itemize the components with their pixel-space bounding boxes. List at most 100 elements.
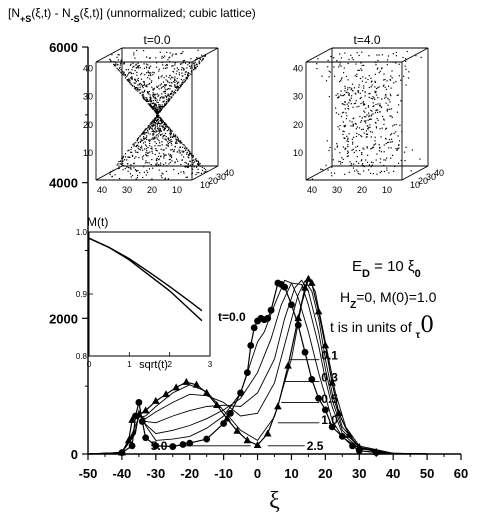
cube-point	[191, 155, 193, 157]
cube-edge	[401, 47, 429, 63]
data-point-circle	[301, 348, 309, 356]
cube-point	[120, 163, 122, 165]
cube-point	[167, 99, 169, 101]
cube-point	[158, 105, 161, 108]
cube-point	[155, 106, 157, 108]
cube-point	[187, 64, 189, 66]
cube-point	[397, 135, 399, 137]
cube-point	[143, 132, 145, 134]
cube-point	[383, 123, 385, 125]
cube-point	[193, 62, 195, 65]
cube-point	[366, 136, 368, 138]
cube-point	[150, 164, 152, 166]
cube-point	[152, 137, 154, 139]
cube-point	[360, 135, 362, 137]
cube-point	[358, 54, 360, 57]
cube-point	[153, 95, 155, 98]
cube-point	[383, 159, 385, 161]
cube-point	[140, 78, 143, 80]
cube-point	[170, 138, 172, 141]
cube-point	[155, 110, 157, 112]
cube-point	[370, 161, 372, 163]
cube-point	[173, 151, 175, 153]
cube-point	[161, 55, 163, 58]
cube-point	[362, 165, 364, 167]
data-point-triangle	[345, 430, 353, 438]
cube-point	[149, 133, 151, 135]
cube-point	[361, 159, 363, 161]
cube-point	[348, 58, 350, 61]
cube-point	[154, 137, 156, 139]
cube-point	[155, 108, 157, 110]
cube-point	[366, 114, 368, 116]
cube-point	[176, 67, 178, 69]
cube-point	[347, 138, 349, 141]
cube-point	[160, 87, 162, 89]
cube-point	[109, 58, 111, 60]
cube-point	[181, 52, 183, 54]
cube-point	[384, 97, 386, 99]
cube-point	[164, 138, 166, 140]
cube-point	[145, 154, 147, 156]
cube-z-tick-label: 40	[83, 64, 93, 74]
cube-point	[124, 159, 126, 161]
cube-point	[362, 163, 364, 165]
cube-point	[187, 166, 190, 168]
cube-point	[118, 67, 121, 69]
cube-point	[153, 118, 156, 120]
cube-point	[346, 135, 348, 137]
cube-point	[176, 142, 178, 144]
cube-point	[333, 66, 335, 68]
cube-point	[179, 142, 181, 144]
cube-point	[159, 107, 161, 109]
cube-point	[158, 77, 160, 80]
cube-point	[165, 138, 167, 140]
cube-point	[386, 109, 388, 111]
cube-point	[376, 173, 378, 175]
cube-point	[136, 139, 138, 142]
cube-point	[139, 82, 141, 84]
data-point-circle	[247, 342, 255, 349]
cube-point	[184, 161, 186, 164]
cube-point	[129, 80, 131, 82]
cube-point	[377, 97, 379, 99]
cube-point	[326, 140, 328, 142]
cube-point	[138, 89, 140, 91]
cube-point	[161, 133, 163, 135]
cube-point	[180, 140, 182, 142]
cube-point	[164, 127, 166, 129]
cube-point	[130, 63, 132, 65]
cube-point	[157, 115, 160, 117]
cube-point	[198, 61, 200, 63]
cube-point	[160, 130, 162, 132]
cube-point	[355, 128, 357, 130]
cube-point	[146, 86, 148, 88]
cube-point	[359, 97, 361, 100]
cube-point	[157, 118, 159, 121]
cube-title: t=4.0	[353, 33, 380, 47]
cube-point	[161, 144, 163, 146]
cube-point	[201, 60, 203, 62]
cube-point	[191, 67, 193, 69]
cube-point	[117, 163, 119, 165]
cube-point	[143, 130, 145, 132]
cube-point	[159, 164, 161, 166]
cube-point	[367, 106, 370, 108]
cube-point	[338, 160, 340, 162]
cube-point	[118, 161, 120, 163]
cube-point	[395, 51, 397, 53]
cube-point	[338, 95, 340, 97]
cube-point	[144, 99, 146, 101]
cube-point	[166, 144, 168, 146]
cube-point	[371, 114, 373, 116]
y-tick-label: 2000	[49, 311, 78, 326]
cube-point	[155, 148, 157, 150]
cube-point	[386, 142, 389, 144]
cube-point	[158, 159, 160, 161]
cube-point	[136, 151, 139, 153]
cube-point	[127, 163, 129, 165]
cube-point	[385, 137, 387, 139]
cube-point	[189, 164, 191, 166]
data-point-triangle	[223, 414, 231, 422]
cube-point	[165, 95, 167, 97]
